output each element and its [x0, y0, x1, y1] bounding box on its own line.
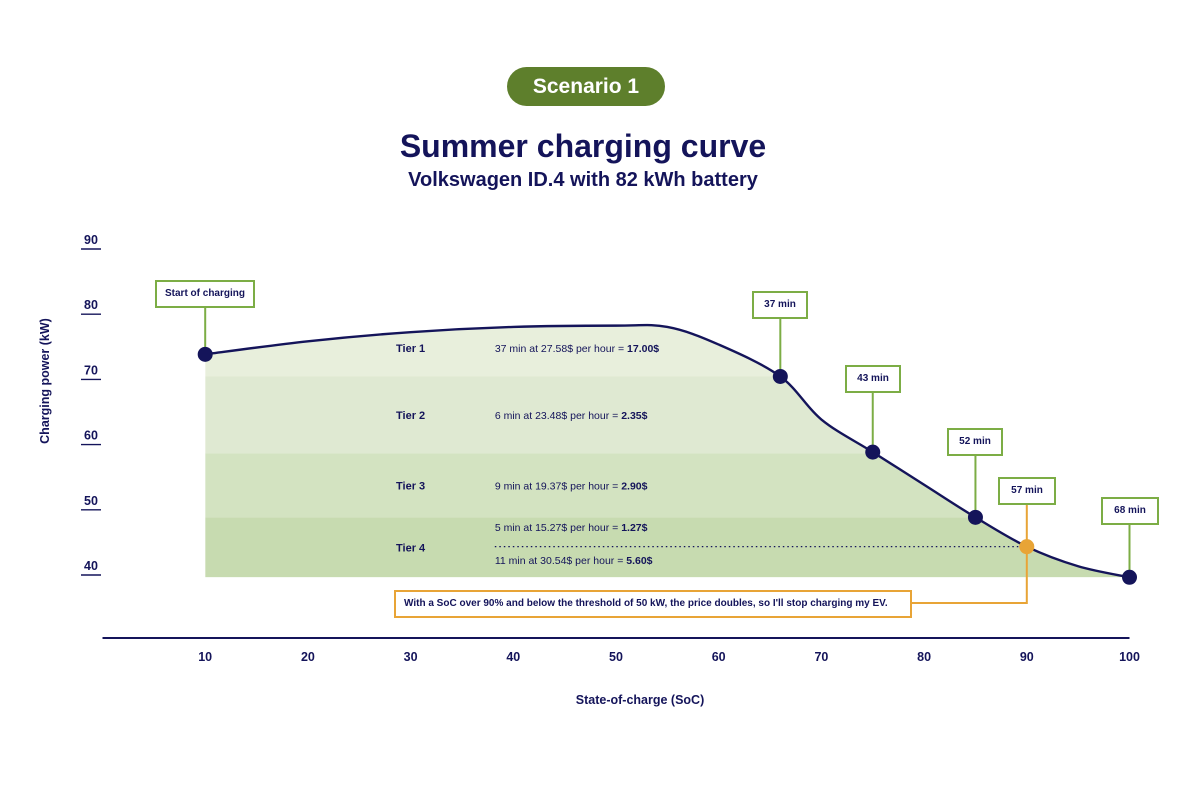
note-connector [911, 553, 1028, 604]
tier-1-cost-text: 37 min at 27.58$ per hour = 17.00$ [495, 343, 659, 355]
marker-callout-6: 68 min [1101, 497, 1159, 525]
tier-label-1: Tier 1 [396, 343, 425, 355]
x-tick-label: 10 [198, 650, 212, 664]
marker-dot [772, 368, 788, 384]
tier-band-4 [205, 517, 1130, 578]
x-tick-label: 60 [712, 650, 726, 664]
tier-band-1 [205, 325, 1130, 377]
y-tick-label: 90 [84, 233, 98, 247]
x-tick-label: 20 [301, 650, 315, 664]
y-axis-label: Charging power (kW) [38, 318, 52, 444]
marker-callout-3: 43 min [845, 365, 901, 393]
y-tick-label: 50 [84, 494, 98, 508]
x-tick-label: 40 [506, 650, 520, 664]
threshold-note: With a SoC over 90% and below the thresh… [394, 590, 912, 618]
x-tick-label: 90 [1020, 650, 1034, 664]
tier-label-2: Tier 2 [396, 410, 425, 422]
marker-callout-1: Start of charging [155, 280, 255, 308]
tier-label-3: Tier 3 [396, 480, 425, 492]
marker-callout-4: 52 min [947, 428, 1003, 456]
marker-dot [865, 444, 881, 460]
marker-dot [197, 346, 213, 362]
x-tick-label: 80 [917, 650, 931, 664]
tier-band-3 [205, 453, 1130, 518]
marker-dot [967, 509, 983, 525]
marker-callout-5: 57 min [998, 477, 1056, 505]
marker-callout-2: 37 min [752, 291, 808, 319]
y-tick-label: 80 [84, 298, 98, 312]
tier-4-cost-text: 11 min at 30.54$ per hour = 5.60$ [495, 555, 653, 567]
y-tick-label: 60 [84, 429, 98, 443]
x-tick-label: 30 [404, 650, 418, 664]
x-tick-label: 70 [814, 650, 828, 664]
y-tick-label: 70 [84, 363, 98, 377]
chart-subtitle: Volkswagen ID.4 with 82 kWh battery [408, 169, 758, 191]
tier-2-cost-text: 6 min at 23.48$ per hour = 2.35$ [495, 410, 648, 422]
x-axis-label: State-of-charge (SoC) [576, 693, 704, 707]
charging-curve-line [205, 323, 1130, 579]
highlight-marker-dot [1019, 539, 1035, 555]
tier-label-4: Tier 4 [396, 542, 426, 554]
tier-3-cost-text: 9 min at 19.37$ per hour = 2.90$ [495, 480, 648, 492]
chart-title: Summer charging curve [399, 128, 767, 164]
scenario-badge: Scenario 1 [507, 67, 665, 106]
tier-4-cost-text: 5 min at 15.27$ per hour = 1.27$ [495, 522, 648, 534]
x-tick-label: 100 [1119, 650, 1140, 664]
x-tick-label: 50 [609, 650, 623, 664]
y-tick-label: 40 [84, 559, 98, 573]
marker-dot [1122, 569, 1137, 585]
